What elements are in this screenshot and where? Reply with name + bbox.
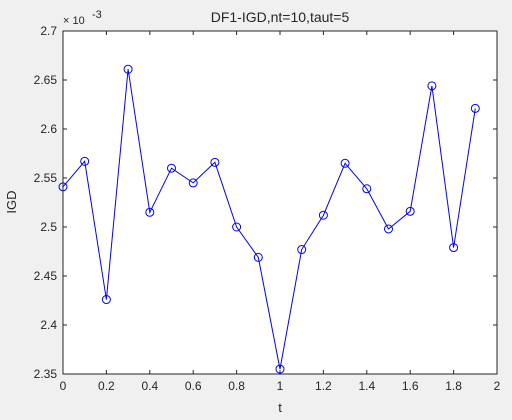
data-point-marker xyxy=(340,158,350,168)
data-point-marker xyxy=(167,163,176,173)
data-point-marker xyxy=(80,156,90,166)
y-exponent: -3 xyxy=(92,9,102,21)
y-tick-label: 2.4 xyxy=(40,318,57,332)
x-tick-label: 2 xyxy=(494,379,501,393)
y-tick-label: 2.55 xyxy=(34,171,58,185)
axes-box xyxy=(62,30,498,375)
data-point-marker xyxy=(123,64,133,74)
x-tick-label: 0.6 xyxy=(185,379,202,393)
data-point-marker xyxy=(449,243,459,253)
data-point-marker xyxy=(101,295,111,305)
data-point-marker xyxy=(253,252,263,262)
x-tick-label: 0.4 xyxy=(141,379,158,393)
data-point-marker xyxy=(470,103,480,113)
x-axis-label: t xyxy=(278,400,282,415)
y-axis-label: IGD xyxy=(4,190,19,213)
y-tick-label: 2.45 xyxy=(34,269,58,283)
x-tick-label: 0.8 xyxy=(228,379,245,393)
data-point-marker xyxy=(145,207,155,217)
y-tick-label: 2.6 xyxy=(40,122,57,136)
y-tick-label: 2.7 xyxy=(40,24,57,38)
data-point-marker xyxy=(275,364,285,374)
data-point-marker xyxy=(210,157,220,167)
y-exponent-base: × 10 xyxy=(63,15,85,27)
x-tick-label: 0 xyxy=(60,379,67,393)
series-line xyxy=(62,69,476,370)
data-point-marker xyxy=(427,81,437,91)
x-tick-label: 1.6 xyxy=(402,379,419,393)
x-tick-label: 1.8 xyxy=(445,379,462,393)
plot-area xyxy=(63,31,497,374)
data-point-marker xyxy=(232,222,242,232)
data-point-marker xyxy=(405,206,415,216)
y-tick-label: 2.5 xyxy=(40,220,57,234)
data-point-marker xyxy=(362,184,372,194)
y-tick-label: 2.65 xyxy=(34,73,58,87)
data-point-marker xyxy=(318,210,328,220)
data-point-marker xyxy=(297,245,307,255)
x-tick-label: 0.2 xyxy=(98,379,115,393)
x-tick-label: 1.4 xyxy=(358,379,375,393)
chart-title: DF1-IGD,nt=10,taut=5 xyxy=(211,9,350,25)
x-tick-label: 1.2 xyxy=(315,379,332,393)
data-point-marker xyxy=(188,178,198,188)
y-tick-label: 2.35 xyxy=(34,367,58,381)
data-point-marker xyxy=(384,224,393,234)
x-tick-label: 1 xyxy=(277,379,284,393)
